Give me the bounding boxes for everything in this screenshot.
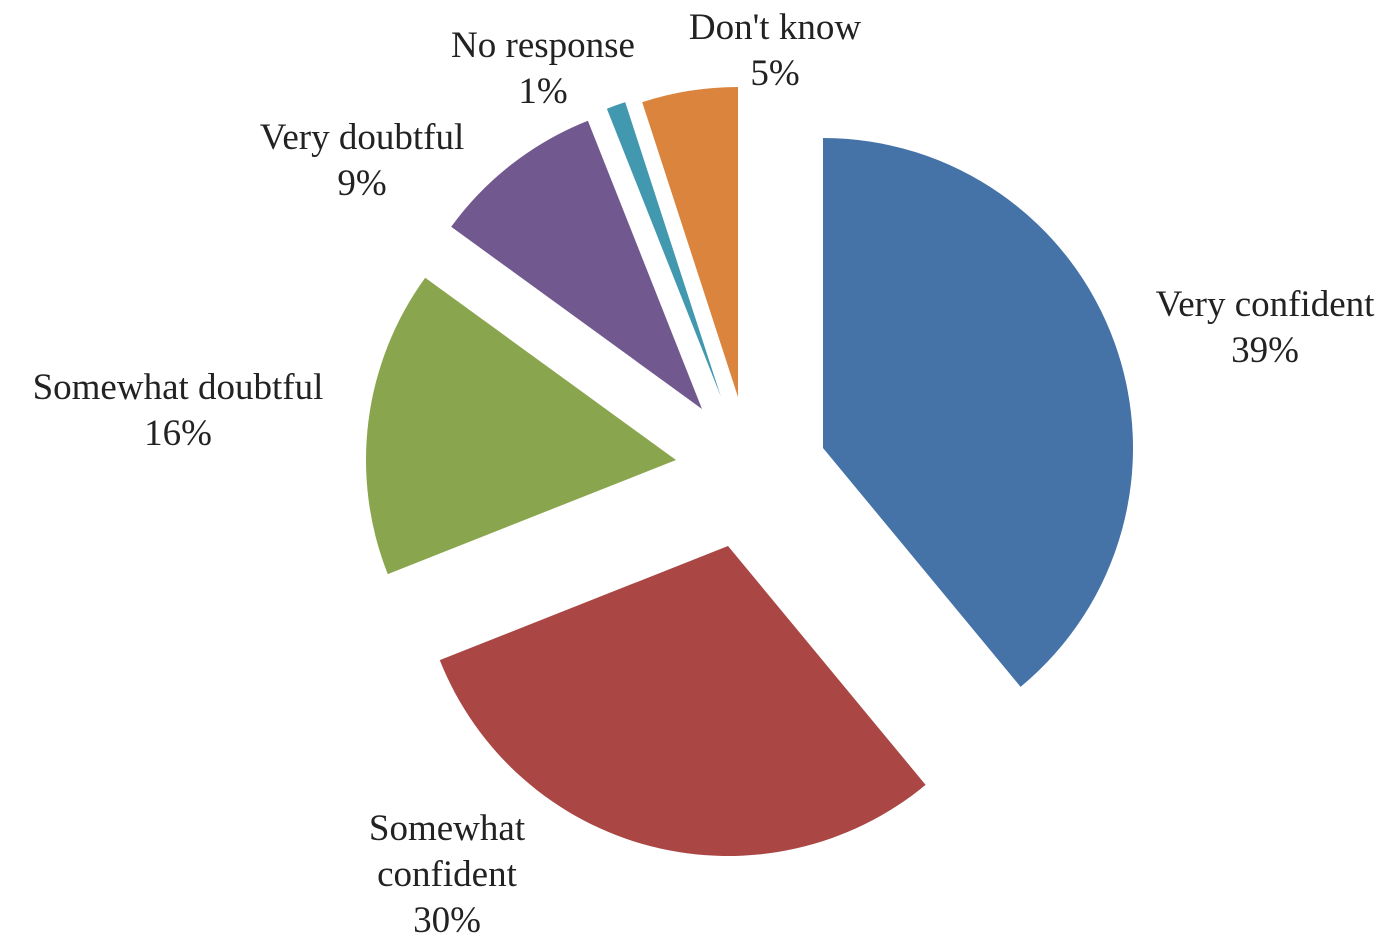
slice-percent-label: 1% bbox=[518, 71, 567, 112]
slice-percent-label: 39% bbox=[1231, 330, 1299, 371]
slice-percent-label: 16% bbox=[144, 413, 212, 454]
slice-label: Somewhat bbox=[369, 808, 526, 849]
pie-slice bbox=[606, 102, 721, 398]
pie-slice bbox=[439, 546, 926, 856]
slice-label: No response bbox=[451, 25, 635, 66]
pie-slices bbox=[365, 87, 1133, 856]
pie-slice bbox=[642, 87, 738, 397]
slice-percent-label: 30% bbox=[413, 900, 481, 937]
pie-labels: Very confident 39% Somewhat confident 30% Som… bbox=[33, 7, 1376, 937]
slice-percent-label: 5% bbox=[750, 53, 799, 94]
slice-label: Don't know bbox=[689, 7, 861, 48]
pie-slice bbox=[823, 138, 1133, 687]
slice-label: Very confident bbox=[1156, 284, 1376, 325]
slice-label: confident bbox=[377, 854, 517, 895]
pie-slice bbox=[365, 277, 676, 575]
slice-label: Somewhat doubtful bbox=[33, 367, 324, 408]
slice-label: Very doubtful bbox=[260, 117, 465, 158]
pie-slice bbox=[451, 120, 702, 410]
slice-percent-label: 9% bbox=[337, 163, 386, 204]
